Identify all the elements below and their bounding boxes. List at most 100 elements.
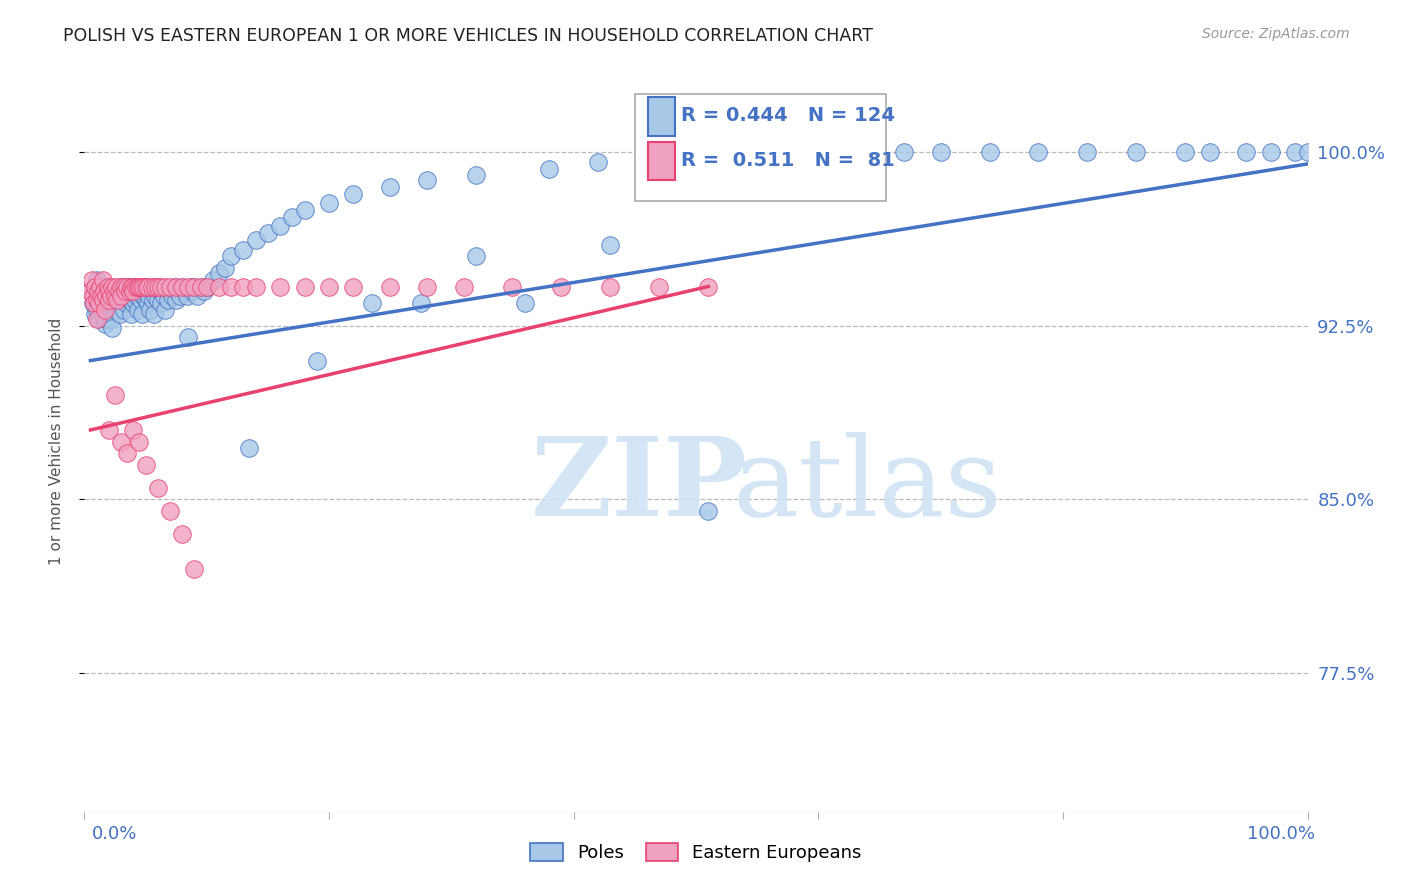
Point xyxy=(128,434,150,449)
Text: 0.0%: 0.0% xyxy=(91,825,136,843)
Point xyxy=(156,293,179,308)
Point xyxy=(101,321,124,335)
Text: R = 0.444   N = 124: R = 0.444 N = 124 xyxy=(682,106,896,125)
Point xyxy=(409,295,432,310)
Point xyxy=(929,145,952,160)
Point xyxy=(1076,145,1098,160)
Point xyxy=(80,272,103,286)
Point xyxy=(105,302,128,317)
Point xyxy=(176,289,198,303)
Point xyxy=(97,284,120,298)
Point xyxy=(177,279,200,293)
Point xyxy=(87,312,110,326)
Point xyxy=(97,284,120,298)
Point xyxy=(124,293,146,308)
Point xyxy=(201,272,224,286)
Point xyxy=(721,145,744,160)
Point xyxy=(294,203,316,218)
Point xyxy=(91,272,114,286)
Point xyxy=(132,289,155,303)
Point xyxy=(91,289,114,303)
Point xyxy=(342,186,364,201)
Point xyxy=(114,284,136,298)
Point xyxy=(115,295,138,310)
Point xyxy=(141,279,163,293)
Point xyxy=(90,289,112,303)
Point xyxy=(193,284,215,298)
Point xyxy=(110,289,132,303)
Point xyxy=(128,279,150,293)
Point xyxy=(79,284,101,298)
Point xyxy=(208,266,231,280)
Point xyxy=(128,284,150,298)
Point xyxy=(281,210,304,224)
Point xyxy=(97,293,120,308)
Point xyxy=(90,295,112,310)
Point xyxy=(87,293,110,308)
Point xyxy=(103,284,125,298)
Point xyxy=(245,279,267,293)
Point xyxy=(586,154,609,169)
Point xyxy=(183,562,205,576)
Point xyxy=(104,388,127,402)
Point xyxy=(97,279,120,293)
Point xyxy=(86,312,108,326)
Point xyxy=(127,279,149,293)
Point xyxy=(96,295,118,310)
Point xyxy=(122,279,145,293)
Y-axis label: 1 or more Vehicles in Household: 1 or more Vehicles in Household xyxy=(49,318,63,566)
Point xyxy=(153,289,176,303)
Point xyxy=(136,279,159,293)
Point xyxy=(172,527,194,541)
Point xyxy=(183,279,205,293)
Point xyxy=(129,279,152,293)
Point xyxy=(84,279,107,293)
Point xyxy=(318,279,340,293)
Point xyxy=(318,196,340,211)
Text: ZIP: ZIP xyxy=(531,433,748,540)
Point xyxy=(97,279,120,293)
Point xyxy=(661,150,683,164)
FancyBboxPatch shape xyxy=(648,142,675,180)
Point xyxy=(105,284,128,298)
Point xyxy=(129,293,152,308)
Point xyxy=(172,279,194,293)
Point xyxy=(142,293,165,308)
Point xyxy=(110,279,132,293)
Point xyxy=(110,289,132,303)
Point xyxy=(86,302,108,317)
Point xyxy=(132,279,155,293)
Point xyxy=(208,279,231,293)
Point xyxy=(380,180,402,194)
Point xyxy=(135,293,157,308)
Point xyxy=(91,293,114,308)
Point xyxy=(416,279,439,293)
Point xyxy=(143,279,166,293)
Point xyxy=(87,284,110,298)
Point xyxy=(122,423,145,437)
Point xyxy=(183,279,205,293)
Point xyxy=(1296,145,1319,160)
Point xyxy=(599,238,621,252)
Point xyxy=(94,317,117,331)
Point xyxy=(86,272,108,286)
Point xyxy=(173,284,195,298)
Point xyxy=(219,249,242,263)
Point xyxy=(214,260,236,275)
Point xyxy=(93,284,115,298)
Point xyxy=(135,279,157,293)
Point xyxy=(146,279,169,293)
Point xyxy=(1198,145,1220,160)
Point xyxy=(166,284,188,298)
Point xyxy=(181,284,204,298)
Point xyxy=(103,289,125,303)
Point xyxy=(120,307,142,321)
Point xyxy=(83,289,105,303)
Point xyxy=(94,302,117,317)
Point xyxy=(219,279,242,293)
Point xyxy=(146,279,169,293)
Point xyxy=(1284,145,1306,160)
Point xyxy=(159,284,181,298)
Point xyxy=(84,307,107,321)
Point xyxy=(1028,145,1050,160)
